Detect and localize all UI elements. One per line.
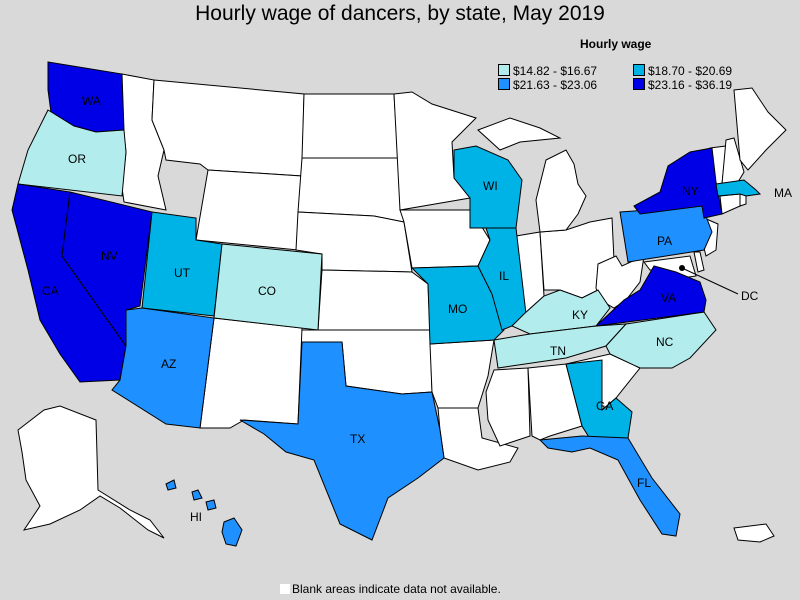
state-DE [693, 251, 705, 273]
label-FL: FL [637, 476, 651, 490]
label-OR: OR [68, 152, 86, 166]
label-CO: CO [258, 284, 276, 298]
data-states [11, 61, 762, 547]
legend-swatch [633, 78, 645, 90]
state-IL [477, 227, 527, 331]
legend-swatch [498, 78, 510, 90]
map-title: Hourly wage of dancers, by state, May 20… [195, 2, 605, 25]
footnote-text: Blank areas indicate data not available. [292, 582, 501, 596]
state-FL [538, 435, 681, 537]
state-ND [301, 93, 399, 159]
state-TX [239, 341, 445, 541]
state-labels: WA OR CA NV UT CO AZ TX MO WI IL KY TN N… [42, 94, 792, 524]
label-MO: MO [448, 302, 467, 316]
label-GA: GA [596, 399, 613, 413]
label-CA: CA [42, 284, 59, 298]
label-KY: KY [572, 308, 588, 322]
state-NM [199, 317, 303, 429]
label-IL: IL [499, 269, 509, 283]
blank-swatch [280, 584, 290, 594]
state-ME [733, 87, 787, 171]
label-WA: WA [82, 94, 101, 108]
label-AZ: AZ [161, 357, 176, 371]
footnote: Blank areas indicate data not available. [280, 582, 501, 596]
legend-item-3: $21.63 - $23.06 [498, 78, 597, 92]
label-MA: MA [774, 186, 792, 200]
state-WY [195, 169, 303, 251]
state-AK [17, 405, 165, 539]
label-HI: HI [190, 510, 202, 524]
state-AR [429, 339, 495, 409]
state-NC [605, 311, 717, 369]
state-VA [594, 265, 707, 327]
state-MS [485, 367, 531, 447]
label-NC: NC [656, 335, 674, 349]
no-data-states [17, 73, 787, 543]
state-AZ [111, 307, 215, 429]
label-NY: NY [682, 184, 699, 198]
legend-title: Hourly wage [580, 37, 652, 51]
state-HI-3 [205, 499, 217, 511]
legend-item-1: $14.82 - $16.67 [498, 64, 597, 78]
dc-leader-line [681, 267, 739, 295]
state-MT [151, 79, 305, 177]
label-VA: VA [661, 291, 676, 305]
state-NH [721, 137, 745, 185]
legend-label: $23.16 - $36.19 [648, 78, 733, 92]
state-CO [213, 243, 323, 331]
state-MI-up [477, 117, 562, 151]
label-WI: WI [483, 179, 498, 193]
label-NV: NV [101, 249, 118, 263]
state-HI-2 [191, 489, 203, 501]
legend-item-2: $18.70 - $20.69 [633, 64, 732, 78]
state-OR [17, 109, 127, 197]
legend-label: $21.63 - $23.06 [513, 78, 598, 92]
state-HI-1 [165, 479, 177, 491]
legend-swatch [633, 64, 645, 76]
state-PR [733, 523, 775, 543]
label-TN: TN [550, 344, 566, 358]
state-HI-4 [221, 517, 243, 547]
state-NY [633, 147, 723, 219]
label-TX: TX [350, 432, 365, 446]
label-PA: PA [657, 234, 672, 248]
state-GA [565, 359, 633, 443]
legend-swatch [498, 64, 510, 76]
legend-item-4: $23.16 - $36.19 [633, 78, 732, 92]
state-MA [715, 179, 762, 197]
state-CT [719, 193, 741, 215]
label-DC: DC [741, 289, 759, 303]
state-MI [535, 149, 587, 233]
label-UT: UT [174, 266, 191, 280]
state-KS [317, 269, 431, 331]
legend-label: $14.82 - $16.67 [513, 64, 598, 78]
legend-label: $18.70 - $20.69 [648, 64, 733, 78]
